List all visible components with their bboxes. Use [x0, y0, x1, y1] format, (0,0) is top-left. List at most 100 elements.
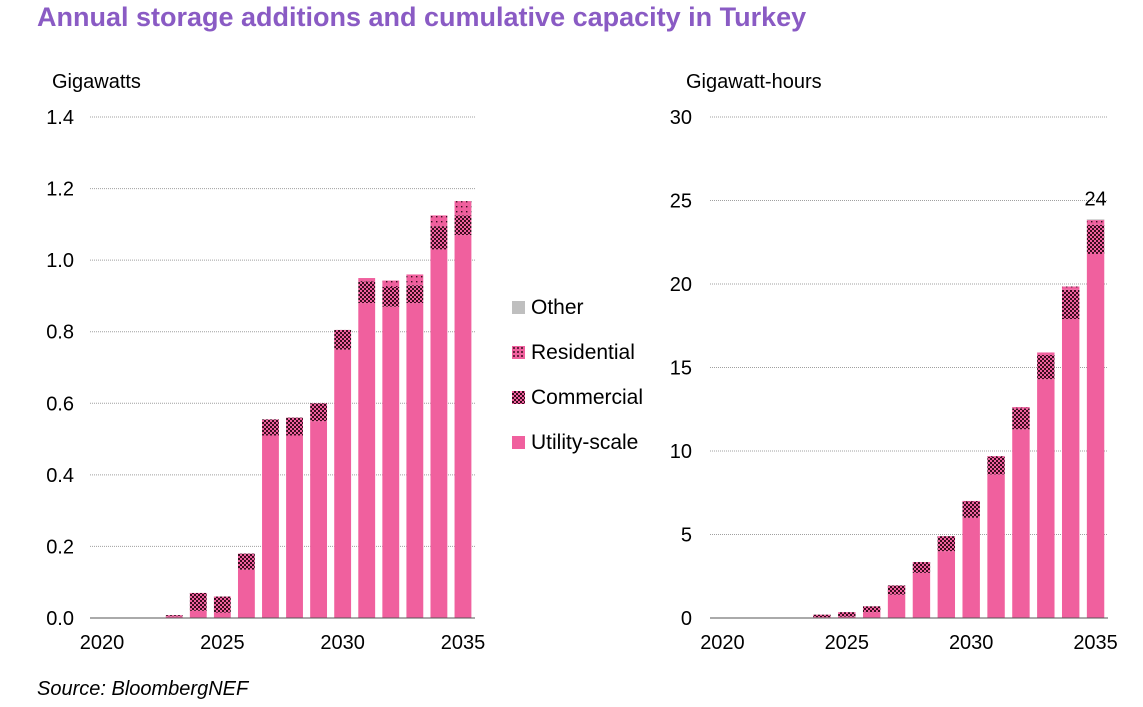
gwh-total-annotation: 24 [1084, 188, 1106, 210]
gw-x-tick-label: 2035 [441, 632, 486, 654]
gw-x-tick-label: 2025 [200, 632, 245, 654]
legend-item-other: Other [512, 285, 643, 330]
gwh-bar-residential-2030 [962, 500, 980, 502]
gwh-bar-utility-2033 [1037, 379, 1055, 618]
gw-bar-utility-2032 [382, 306, 400, 618]
gwh-bar-commercial-2032 [1012, 408, 1030, 430]
source-note: Source: BloombergNEF [37, 678, 249, 700]
gwh-bar-utility-2034 [1061, 319, 1080, 618]
gwh-y-tick-label: 5 [681, 525, 692, 547]
gwh-bar-commercial-2030 [962, 501, 980, 518]
gw-bar-commercial-2034 [430, 226, 448, 250]
gwh-bar-utility-2031 [987, 474, 1005, 618]
gw-bar-residential-2034 [430, 215, 448, 227]
legend-label-residential: Residential [531, 340, 635, 364]
gwh-bar-residential-2034 [1061, 286, 1080, 290]
gwh-y-tick-label: 30 [670, 107, 692, 129]
gwh-bar-residential-2035 [1086, 219, 1105, 225]
gw-y-tick-label: 0.8 [46, 322, 74, 344]
gwh-bar-residential-2033 [1037, 352, 1055, 355]
gwh-bar-commercial-2028 [912, 562, 931, 573]
gw-bar-utility-2033 [406, 303, 424, 618]
gwh-bar-utility-2028 [912, 572, 931, 618]
gw-bar-utility-2025 [213, 612, 231, 618]
legend: Other Residential Commercial Utility-sca… [512, 285, 643, 465]
legend-label-commercial: Commercial [531, 385, 644, 409]
gw-bar-commercial-2025 [213, 596, 231, 613]
gw-bar-residential-2032 [382, 280, 400, 287]
gwh-x-tick-label: 2030 [949, 632, 994, 654]
gwh-y-tick-label: 0 [681, 608, 692, 630]
gw-bar-commercial-2023 [165, 615, 183, 617]
gwh-bar-other-2035 [1086, 219, 1105, 221]
gwh-y-unit-label: Gigawatt-hours [686, 71, 822, 93]
gwh-y-tick-label: 20 [670, 274, 692, 296]
gw-bar-commercial-2032 [382, 286, 400, 307]
gw-bar-residential-2031 [358, 278, 376, 282]
gw-x-tick-label: 2020 [80, 632, 125, 654]
gwh-bar-utility-2030 [962, 517, 980, 618]
gwh-bar-commercial-2024 [813, 614, 831, 618]
gwh-x-tick-label: 2035 [1073, 632, 1118, 654]
gw-bar-commercial-2031 [358, 281, 376, 304]
gw-bar-utility-2031 [358, 303, 376, 618]
gwh-x-tick-label: 2020 [700, 632, 745, 654]
gw-bar-commercial-2033 [406, 285, 424, 304]
gw-bar-residential-2035 [454, 201, 472, 216]
gw-y-unit-label: Gigawatts [52, 71, 141, 93]
gw-bar-commercial-2026 [237, 553, 255, 570]
gwh-bar-utility-2027 [887, 594, 906, 618]
gw-bar-utility-2029 [310, 421, 328, 618]
gw-bar-commercial-2029 [310, 403, 328, 422]
gw-x-tick-label: 2030 [320, 632, 365, 654]
gw-bar-commercial-2028 [286, 417, 303, 436]
legend-swatch-utility-scale [512, 436, 525, 449]
gwh-bar-commercial-2034 [1061, 289, 1080, 320]
gwh-y-tick-label: 25 [670, 191, 692, 213]
gwh-y-tick-label: 10 [670, 441, 692, 463]
gw-bar-utility-2026 [237, 569, 255, 618]
legend-swatch-other [512, 301, 525, 314]
gwh-x-tick-label: 2025 [825, 632, 870, 654]
gw-bar-commercial-2024 [189, 592, 207, 611]
gw-bar-utility-2027 [262, 435, 279, 618]
gw-bar-residential-2033 [406, 274, 424, 286]
gwh-bar-residential-2031 [987, 456, 1005, 457]
legend-label-other: Other [531, 295, 584, 319]
gw-bar-commercial-2027 [262, 419, 279, 436]
gw-y-tick-label: 0.0 [46, 608, 74, 630]
gw-y-tick-label: 1.2 [46, 179, 74, 201]
gw-y-tick-label: 1.4 [46, 107, 74, 129]
gwh-bar-commercial-2031 [987, 456, 1005, 475]
gw-bar-utility-2035 [454, 235, 472, 619]
gw-y-tick-label: 1.0 [46, 250, 74, 272]
legend-swatch-commercial [512, 391, 525, 404]
gw-bar-utility-2030 [334, 349, 352, 618]
gw-chart: Gigawatts 0.0 0.2 0.4 0.6 0.8 1.0 1.2 1.4 2020 202… [46, 71, 485, 654]
chart-title: Annual storage additions and cumulative … [37, 2, 807, 32]
gwh-bar-utility-2026 [862, 612, 881, 618]
gwh-bar-utility-2035 [1086, 253, 1105, 618]
gwh-bar-residential-2032 [1012, 407, 1030, 409]
gw-bar-utility-2028 [286, 435, 303, 618]
gwh-bar-commercial-2033 [1037, 354, 1055, 380]
gwh-y-tick-label: 15 [670, 358, 692, 380]
gw-bar-utility-2024 [189, 610, 207, 618]
gw-y-tick-label: 0.4 [46, 465, 74, 487]
legend-item-utility-scale: Utility-scale [512, 420, 643, 465]
gw-bar-utility-2034 [430, 249, 448, 618]
gw-y-tick-label: 0.6 [46, 393, 74, 415]
gwh-bar-commercial-2035 [1086, 224, 1105, 254]
gwh-bar-utility-2032 [1012, 429, 1030, 618]
gw-bar-commercial-2035 [454, 215, 472, 236]
legend-label-utility-scale: Utility-scale [531, 430, 639, 454]
gwh-bar-utility-2025 [838, 616, 856, 618]
legend-swatch-residential [512, 346, 525, 359]
legend-item-commercial: Commercial [512, 375, 643, 420]
gw-bar-utility-2023 [165, 616, 183, 618]
gwh-bar-commercial-2026 [862, 606, 881, 613]
gw-y-tick-label: 0.2 [46, 536, 74, 558]
legend-item-residential: Residential [512, 330, 643, 375]
gwh-bar-commercial-2029 [937, 536, 956, 552]
